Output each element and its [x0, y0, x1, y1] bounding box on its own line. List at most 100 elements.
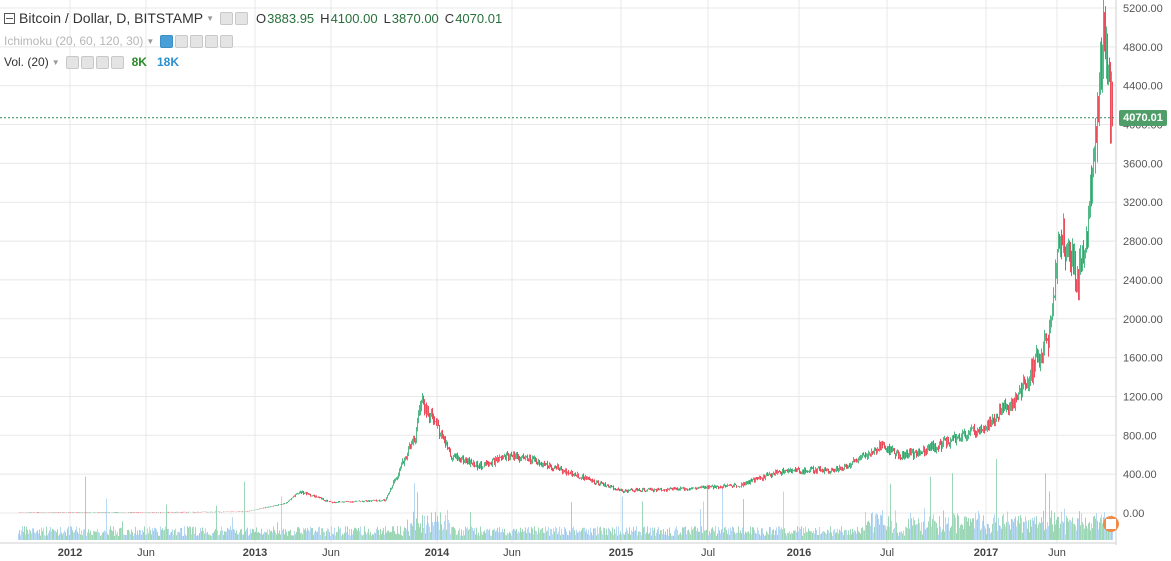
volume-bar	[473, 530, 474, 540]
chevron-down-icon[interactable]: ▼	[146, 36, 155, 46]
volume-bar	[911, 518, 912, 540]
volume-bar	[116, 534, 117, 540]
volume-bar	[1094, 515, 1095, 540]
volume-bar	[309, 531, 310, 540]
volume-bar	[1005, 526, 1006, 540]
volume-label[interactable]: Vol. (20)	[4, 55, 49, 69]
symbol-title[interactable]: Bitcoin / Dollar, D, BITSTAMP	[19, 10, 204, 26]
volume-bar	[390, 531, 391, 540]
volume-bar	[931, 526, 932, 540]
volume-bar	[126, 535, 127, 540]
volume-bar	[694, 526, 695, 540]
volume-bar	[580, 531, 581, 540]
volume-bar	[187, 526, 188, 540]
volume-bar	[1070, 519, 1071, 540]
volume-bar	[168, 528, 169, 540]
volume-bar	[1012, 519, 1013, 540]
ichimoku-label[interactable]: Ichimoku (20, 60, 120, 30)	[4, 34, 144, 48]
volume-bar	[221, 526, 222, 540]
volume-bar	[819, 527, 820, 540]
volume-bar	[514, 529, 515, 540]
volume-bar	[961, 523, 962, 540]
time-axis[interactable]: 2012 Jun 2013 Jun 2014 Jun 2015 Jul 2016 Jul 2017 J…	[58, 547, 1066, 559]
price-tick-label: 2400.00	[1123, 275, 1163, 287]
volume-bar	[925, 529, 926, 540]
eye-icon[interactable]	[220, 11, 234, 25]
volume-bar	[550, 528, 551, 540]
volume-bar	[864, 530, 865, 540]
close-icon[interactable]	[220, 34, 234, 48]
eye-icon[interactable]	[65, 55, 79, 69]
volume-bar	[453, 526, 454, 540]
gear-icon[interactable]	[175, 34, 189, 48]
chevron-down-icon[interactable]: ▼	[51, 57, 60, 67]
volume-bar	[29, 529, 30, 540]
volume-bar	[443, 528, 444, 540]
volume-bar	[324, 532, 325, 540]
volume-bar	[103, 531, 104, 540]
volume-bar	[374, 532, 375, 540]
volume-bar	[437, 516, 438, 540]
volume-bar	[408, 531, 409, 540]
volume-bar	[321, 528, 322, 540]
price-tick-label: 800.00	[1123, 430, 1157, 442]
volume-bar	[603, 527, 604, 540]
volume-bar	[485, 533, 486, 540]
volume-bar	[616, 526, 617, 540]
volume-bar	[999, 525, 1000, 540]
eye-icon[interactable]	[160, 34, 174, 48]
volume-bar	[195, 527, 196, 540]
volume-bar	[713, 529, 714, 540]
volume-bar	[375, 533, 376, 540]
volume-bar	[793, 530, 794, 540]
volume-bar	[123, 534, 124, 540]
price-axis[interactable]: 5200.004800.004400.004000.003600.003200.…	[1123, 3, 1163, 520]
volume-bar	[97, 528, 98, 540]
add-icon[interactable]	[205, 34, 219, 48]
chevron-down-icon[interactable]: ▼	[206, 13, 215, 23]
volume-bar	[975, 513, 976, 540]
volume-bar	[293, 535, 294, 540]
collapse-icon[interactable]	[4, 12, 15, 24]
volume-bar	[499, 527, 500, 540]
volume-bar	[687, 530, 688, 540]
fullscreen-icon[interactable]	[1103, 516, 1119, 532]
source-icon[interactable]	[190, 34, 204, 48]
volume-bar	[165, 526, 166, 540]
volume-bar	[871, 513, 872, 540]
volume-bar	[1048, 526, 1049, 540]
volume-bar	[849, 534, 850, 540]
volume-bar	[993, 517, 994, 540]
time-tick-label: Jul	[701, 547, 715, 559]
add-icon[interactable]	[95, 55, 109, 69]
volume-bar	[440, 512, 441, 540]
volume-bar	[1031, 526, 1032, 540]
close-icon[interactable]	[110, 55, 124, 69]
volume-bar	[294, 531, 295, 540]
volume-bar	[285, 529, 286, 540]
volume-bar	[253, 529, 254, 540]
volume-bar	[409, 535, 410, 540]
volume-bar	[723, 532, 724, 540]
volume-bar	[406, 529, 407, 540]
volume-bar	[611, 532, 612, 540]
volume-bar	[698, 531, 699, 540]
volume-bar	[431, 512, 432, 540]
volume-bar	[859, 532, 860, 540]
volume-bar	[903, 530, 904, 540]
gear-icon[interactable]	[80, 55, 94, 69]
gear-icon[interactable]	[235, 11, 249, 25]
volume-bar	[402, 535, 403, 540]
volume-bar	[422, 515, 423, 540]
volume-bar	[107, 533, 108, 540]
volume-bar	[459, 528, 460, 540]
volume-bar	[99, 532, 100, 540]
volume-bar	[455, 529, 456, 540]
volume-bar	[88, 529, 89, 540]
volume-bar	[180, 527, 181, 540]
volume-bar	[357, 530, 358, 540]
high-value: 4100.00	[330, 10, 378, 26]
volume-bar	[444, 520, 445, 540]
volume-bar	[273, 526, 274, 540]
